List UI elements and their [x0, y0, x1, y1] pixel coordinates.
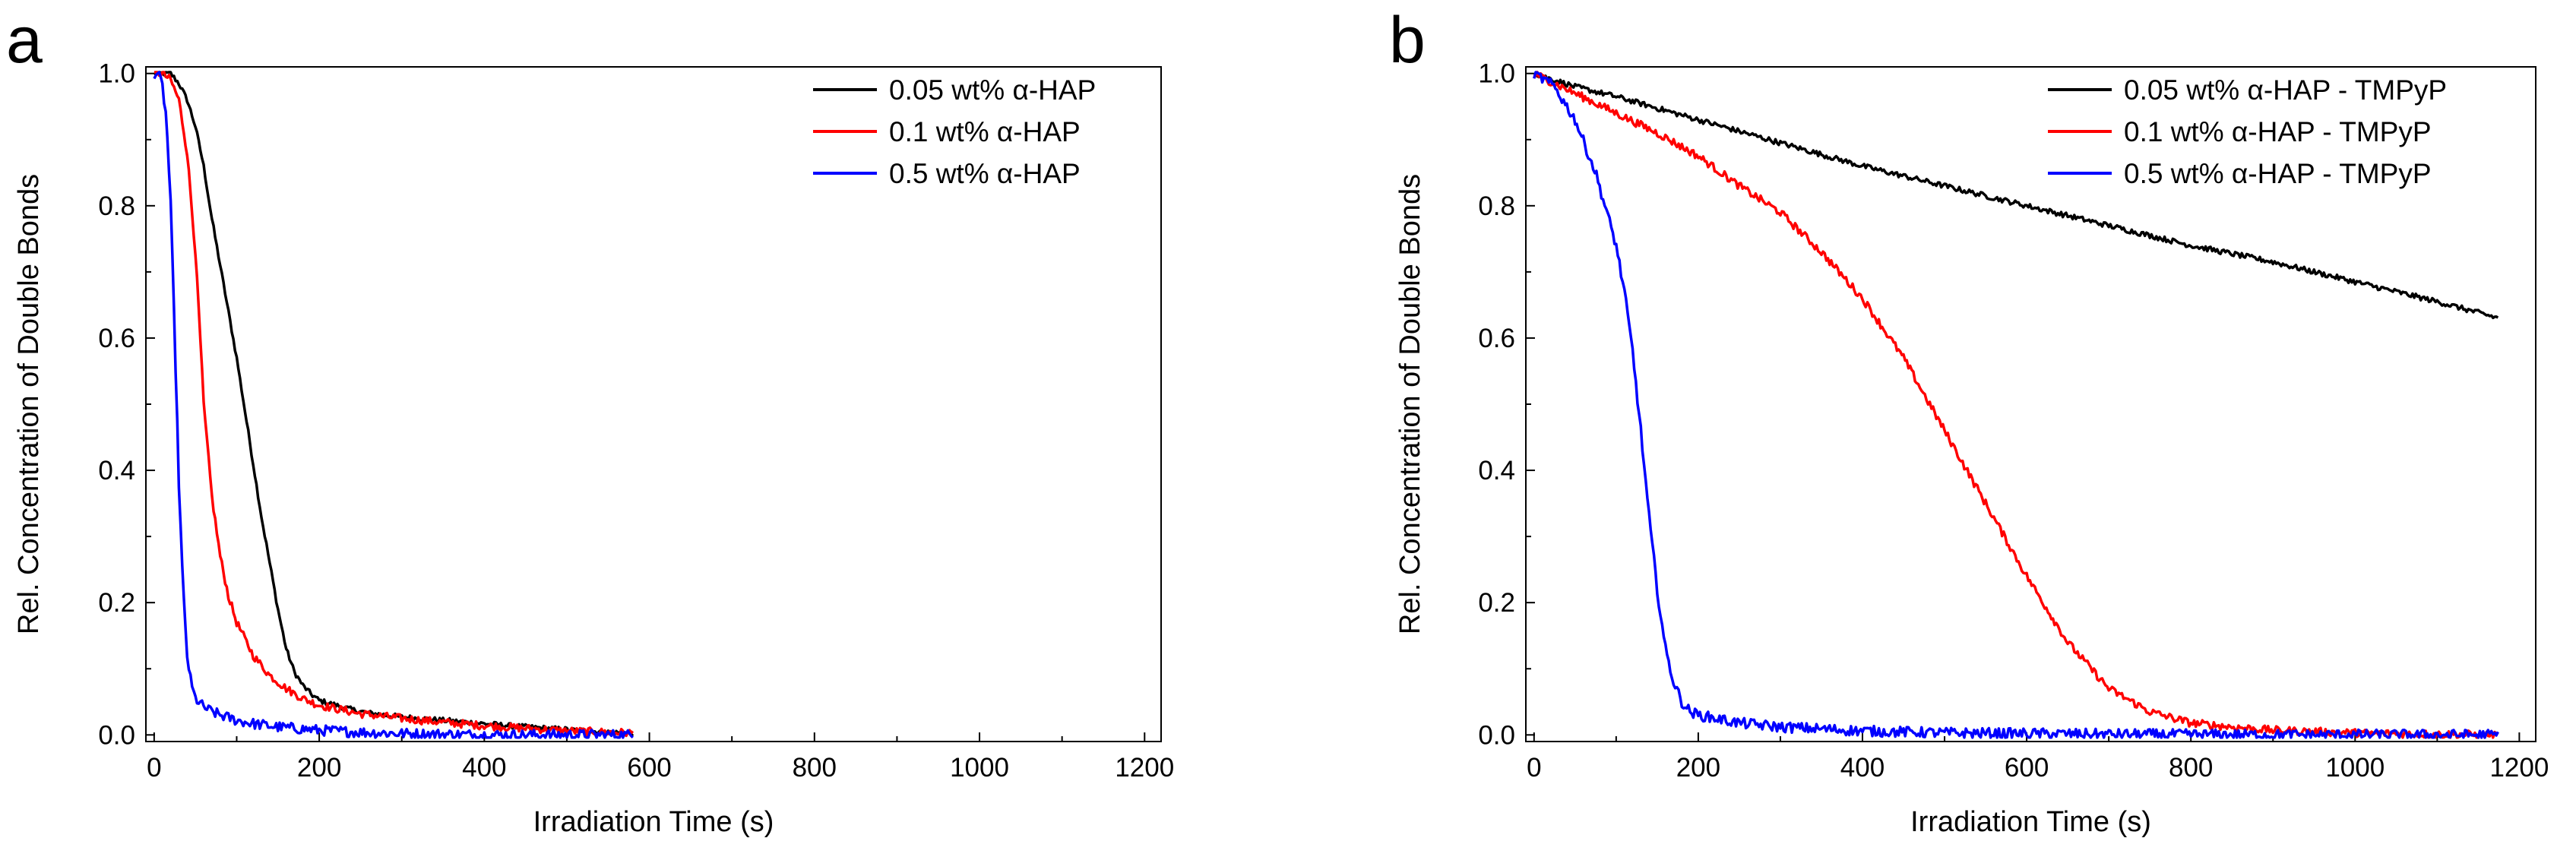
y-tick-label: 0.0: [1478, 720, 1515, 750]
legend-label: 0.1 wt% α-HAP - TMPyP: [2124, 116, 2432, 147]
x-tick-label: 1200: [2489, 753, 2549, 783]
y-axis-title: Rel. Concentration of Double Bonds: [1394, 174, 1426, 634]
x-tick-label: 1000: [950, 753, 1009, 783]
y-tick-label: 0.0: [98, 720, 135, 750]
legend-label: 0.1 wt% α-HAP: [889, 116, 1081, 147]
y-tick-label: 0.6: [1478, 324, 1515, 353]
legend-label: 0.05 wt% α-HAP: [889, 74, 1096, 106]
y-tick-label: 0.4: [98, 456, 135, 485]
x-tick-label: 200: [297, 753, 341, 783]
x-axis-title: Irradiation Time (s): [1910, 806, 2151, 838]
x-tick-label: 0: [1527, 753, 1541, 783]
y-tick-label: 0.8: [1478, 191, 1515, 221]
x-tick-label: 0: [147, 753, 161, 783]
legend-label: 0.05 wt% α-HAP - TMPyP: [2124, 74, 2447, 106]
panel-letter: a: [6, 4, 43, 77]
y-tick-label: 0.6: [98, 324, 135, 353]
x-axis-title: Irradiation Time (s): [533, 806, 774, 838]
x-tick-label: 600: [2005, 753, 2049, 783]
legend-label: 0.5 wt% α-HAP: [889, 158, 1081, 189]
x-tick-label: 600: [627, 753, 671, 783]
chart-panel-a: a 0 200 400 600 800 1000 1200 0.0 0.2 0.4 0.6 0.8 1.0…: [6, 4, 1174, 838]
y-tick-label: 0.8: [98, 191, 135, 221]
x-tick-label: 400: [1840, 753, 1885, 783]
x-tick-label: 1200: [1115, 753, 1174, 783]
x-tick-label: 1000: [2325, 753, 2385, 783]
y-tick-label: 1.0: [1478, 59, 1515, 89]
series-line-1: [1533, 74, 2499, 320]
y-tick-label: 1.0: [98, 59, 135, 89]
chart-panel-b: b 0 200 400 600 800 1000 1200 0.0 0.2 0.4 0.6 0.8 1.0…: [1389, 4, 2549, 838]
y-tick-label: 0.2: [1478, 588, 1515, 618]
y-axis-title: Rel. Concentration of Double Bonds: [13, 174, 45, 634]
x-tick-label: 800: [793, 753, 837, 783]
series-line-3: [1533, 71, 2499, 739]
x-tick-label: 200: [1676, 753, 1720, 783]
series-line-2: [153, 71, 635, 738]
x-tick-label: 800: [2169, 753, 2213, 783]
y-tick-label: 0.2: [98, 588, 135, 618]
panel-letter: b: [1389, 4, 1426, 77]
series-line-1: [153, 71, 635, 737]
legend-label: 0.5 wt% α-HAP - TMPyP: [2124, 158, 2432, 189]
series-line-3: [153, 71, 635, 739]
x-tick-label: 400: [462, 753, 506, 783]
y-tick-label: 0.4: [1478, 456, 1515, 485]
